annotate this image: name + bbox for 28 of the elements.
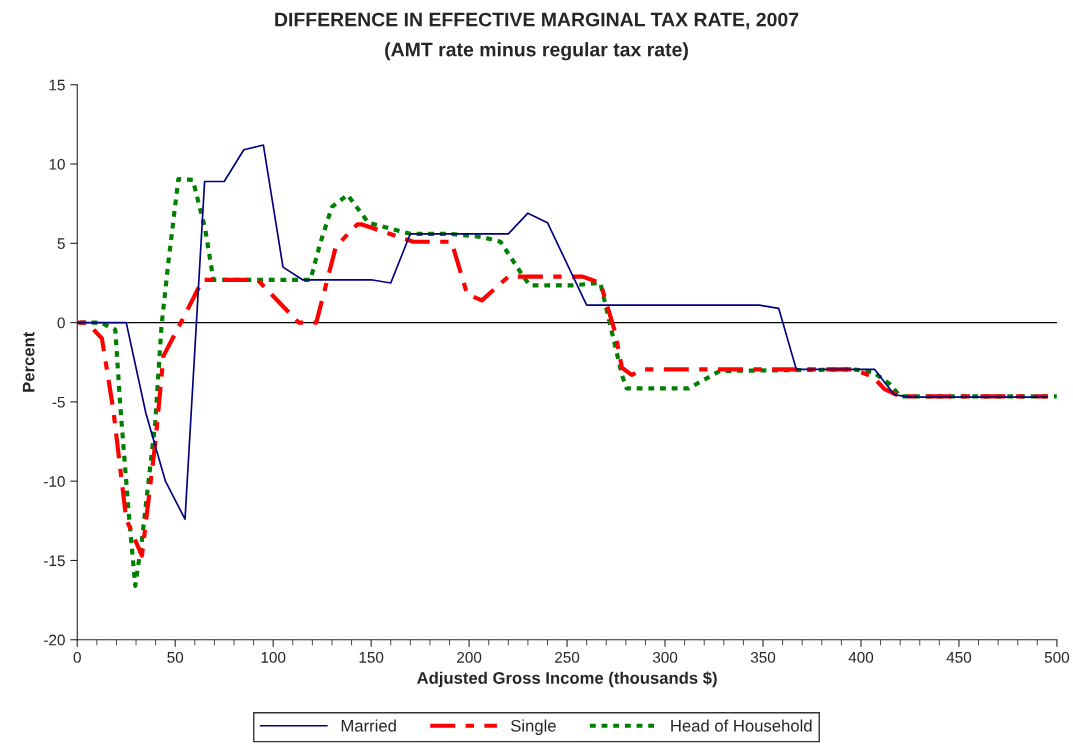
y-tick-label: -10	[44, 476, 65, 487]
x-axis-title: Adjusted Gross Income (thousands $)	[417, 671, 717, 688]
x-tick-label: 100	[261, 651, 286, 663]
x-tick-label: 300	[652, 651, 678, 663]
y-tick-label: 0	[57, 317, 65, 329]
y-axis-title: Percent	[22, 331, 35, 392]
x-tick-label: 500	[1044, 651, 1070, 663]
y-tick-label: 5	[57, 238, 65, 250]
x-tick-label: 350	[750, 651, 776, 663]
x-tick-label: 150	[359, 651, 384, 663]
y-tick-label: -20	[44, 634, 65, 646]
y-tick-label: 15	[49, 79, 65, 91]
legend-label: Married	[341, 719, 396, 732]
y-tick-label: 10	[49, 158, 65, 170]
y-tick-label: -5	[52, 396, 65, 408]
chart-subtitle: (AMT rate minus regular tax rate)	[385, 42, 688, 61]
x-tick-label: 400	[848, 651, 874, 663]
legend-label: Head of Household	[671, 719, 812, 732]
legend-label: Single	[511, 719, 556, 735]
chart-title: DIFFERENCE IN EFFECTIVE MARGINAL TAX RATE, 2007	[275, 12, 799, 30]
x-tick-label: 450	[946, 651, 972, 663]
line-series	[77, 222, 1050, 558]
line-series	[77, 144, 1048, 521]
x-tick-label: 50	[167, 651, 184, 663]
x-tick-label: 250	[555, 651, 580, 663]
x-tick-label: 0	[73, 651, 81, 663]
y-tick-label: -15	[44, 555, 65, 567]
x-tick-label: 200	[457, 651, 482, 663]
